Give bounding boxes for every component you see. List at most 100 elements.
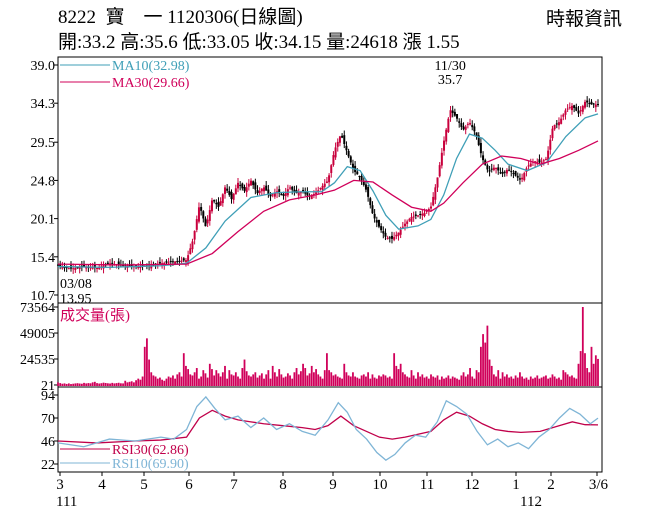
volume-bar [72,383,75,386]
rsi30-line [57,409,599,444]
volume-bar [453,377,456,386]
volume-bar [85,383,88,386]
candle-body [401,226,404,228]
volume-bar [586,368,589,386]
candle-body [547,150,550,162]
candle-body [302,189,305,192]
volume-bar [558,377,560,386]
candle-body [590,101,593,105]
candle-body [369,198,372,206]
candle-body [453,111,456,116]
candle-body [174,261,177,265]
volume-bar [163,380,166,386]
volume-bar [427,378,430,386]
volume-bar [555,378,558,386]
volume-bar [412,375,415,386]
candle-body [289,187,292,189]
volume-bar [362,374,365,386]
candle-body [280,193,283,196]
rsi-panel-frame [57,386,603,473]
volume-bar [206,377,209,386]
candle-body [306,191,309,196]
volume-bar [495,376,497,386]
candle-body [356,171,359,175]
volume-bar [484,342,487,386]
volume-bar [393,353,396,386]
volume-bar [310,365,313,386]
volume-bar [343,363,346,386]
candle-body [562,114,565,117]
candle-body [332,155,335,165]
candle-body [328,175,331,183]
volume-bar [456,378,458,386]
volume-bar [243,359,246,386]
candle-body [171,261,174,263]
volume-title: 成交量(張) [60,306,130,324]
volume-bar [263,378,265,386]
rsi-tick-label: 94 [41,389,55,404]
volume-bar [391,378,393,386]
volume-bar [512,378,515,386]
price-tick-label: 29.5 [31,136,56,151]
chart-title: 8222 寶 一 1120306(日線圖) [58,7,303,28]
candle-body [74,267,77,270]
volume-bar [282,377,285,386]
candle-body [176,261,179,263]
candle-body [189,248,192,255]
volume-bar [152,375,155,386]
candle-body [408,219,411,221]
candle-body [488,170,491,172]
candle-body [72,268,75,270]
volume-bar [449,378,452,386]
month-label: 11 [420,477,434,493]
month-label: 3/6 [589,477,609,493]
candle-body [310,195,313,199]
volume-bar [65,383,68,386]
volume-bar [117,382,120,386]
volume-bar [445,377,448,386]
candle-body [267,189,270,194]
candle-body [195,219,198,230]
volume-bar [284,376,287,386]
candle-body [76,267,79,269]
volume-bar [89,383,92,386]
volume-bar [124,380,127,386]
volume-bar [577,363,580,386]
volume-bar [497,370,500,386]
candle-body [456,114,459,119]
candle-body [570,105,573,111]
volume-bar [592,363,595,386]
candle-body [349,156,352,163]
candle-body [347,150,350,157]
volume-bar [386,377,389,386]
volume-bar [317,374,320,386]
price-panel: 39.0 34.3 29.5 24.8 20.1 15.4 10.7 MA10(32.98) M… [31,59,599,307]
volume-bar [91,382,94,386]
candle-body [167,262,170,264]
volume-bar [224,365,226,386]
candle-body [221,194,224,204]
volume-bar [534,377,537,386]
candle-body [137,266,140,269]
volume-bar [217,373,220,386]
volume-bar [438,379,441,386]
volume-bar [143,346,146,386]
month-label: 9 [329,477,337,493]
volume-bar [525,377,528,386]
candle-body [57,264,59,266]
volume-bar [469,368,471,386]
volume-bar [460,375,463,386]
volume-bar [299,371,302,386]
candle-body [312,194,315,196]
candle-body [425,210,428,212]
volume-bar [360,375,363,386]
volume-bar [440,376,443,386]
candle-body [544,158,547,160]
volume-bar [154,376,157,386]
candle-body [96,268,99,270]
legend-label-rsi30: RSI30(62.86) [112,443,189,458]
candle-body [260,188,263,192]
candle-body [111,262,114,264]
month-label: 6 [185,477,193,493]
